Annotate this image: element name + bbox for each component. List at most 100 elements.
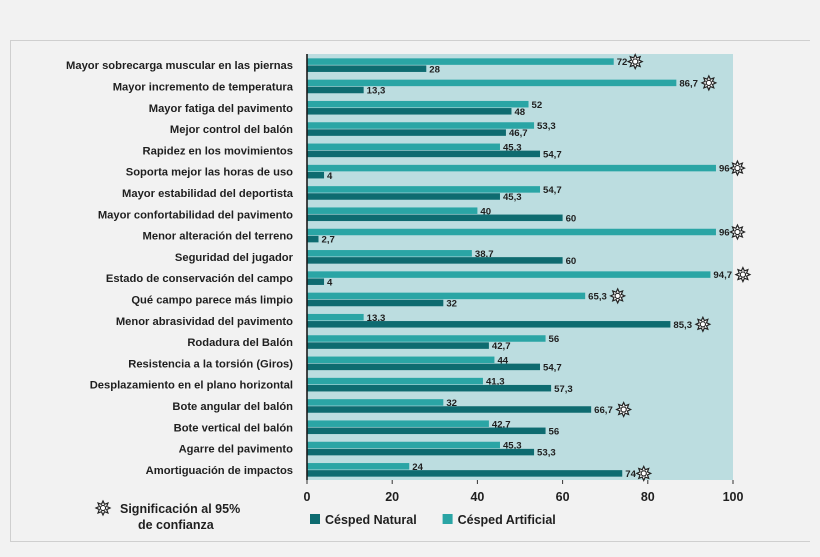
bar-artificial — [307, 100, 529, 108]
data-label-natural: 45,3 — [503, 192, 522, 203]
data-label-natural: 48 — [514, 107, 525, 118]
frame-bottom-line — [10, 541, 810, 542]
significance-star-icon-center — [620, 406, 627, 413]
bar-artificial — [307, 186, 541, 193]
data-label-artificial: 65,3 — [588, 292, 607, 303]
data-label-natural: 60 — [566, 256, 577, 267]
data-label-artificial: 86,7 — [679, 79, 698, 90]
data-label-artificial: 56 — [549, 334, 560, 345]
bar-artificial — [307, 250, 472, 257]
bar-natural — [307, 129, 506, 136]
category-label: Desplazamiento en el plano horizontal — [90, 380, 293, 392]
legend-swatch — [310, 514, 320, 524]
significance-star-icon-center — [739, 271, 747, 278]
category-label: Rapidez en los movimientos — [143, 145, 293, 157]
data-label-artificial: 42,7 — [492, 419, 511, 430]
x-tick-label: 60 — [556, 490, 570, 504]
legend-label: Césped Natural — [325, 513, 417, 527]
data-label-artificial: 13,3 — [367, 313, 386, 324]
bar-artificial — [307, 441, 500, 449]
category-label: Menor alteración del terreno — [143, 231, 294, 243]
bar-natural — [307, 299, 444, 307]
data-label-artificial: 53,3 — [537, 121, 556, 132]
significance-star-icon-center — [734, 164, 741, 172]
bar-artificial — [307, 463, 410, 470]
x-tick-label: 80 — [641, 490, 655, 504]
category-label: Rodadura del Balón — [187, 337, 293, 349]
bar-artificial — [307, 292, 586, 300]
data-label-natural: 66,7 — [594, 405, 613, 416]
bar-natural — [307, 171, 325, 179]
bar-natural — [307, 86, 364, 94]
significance-note-line1: Significación al 95% — [120, 502, 240, 516]
data-label-artificial: 32 — [446, 398, 457, 409]
data-label-natural: 74 — [625, 469, 636, 480]
data-label-natural: 85,3 — [673, 320, 692, 331]
bar-natural — [307, 448, 535, 456]
data-label-artificial: 52 — [532, 100, 543, 111]
category-label: Mayor estabilidad del deportista — [122, 188, 294, 200]
bar-natural — [307, 342, 489, 349]
data-label-artificial: 96 — [719, 164, 730, 175]
data-label-natural: 57,3 — [554, 384, 573, 395]
x-tick-label: 100 — [723, 490, 744, 504]
bar-artificial — [307, 399, 444, 406]
significance-star-icon-center — [632, 58, 639, 65]
category-label: Menor abrasividad del pavimento — [116, 316, 293, 328]
x-tick-label: 40 — [470, 490, 484, 504]
category-label: Mayor sobrecarga muscular en las piernas — [66, 60, 293, 72]
bar-natural — [307, 321, 671, 328]
data-label-artificial: 96 — [719, 228, 730, 239]
bar-natural — [307, 193, 500, 200]
data-label-natural: 42,7 — [492, 341, 511, 352]
bar-artificial — [307, 79, 677, 87]
category-label: Agarre del pavimento — [179, 444, 294, 456]
data-label-artificial: 45,3 — [503, 441, 522, 452]
data-label-artificial: 40 — [480, 206, 491, 217]
bar-natural — [307, 278, 325, 285]
data-label-artificial: 54,7 — [543, 185, 562, 196]
data-label-natural: 54,7 — [543, 150, 562, 161]
bar-natural — [307, 406, 592, 413]
bar-natural — [307, 384, 552, 392]
data-label-natural: 13,3 — [367, 86, 386, 97]
data-label-natural: 54,7 — [543, 363, 562, 374]
bar-natural — [307, 470, 623, 477]
category-label: Bote vertical del balón — [174, 422, 294, 434]
bar-artificial — [307, 377, 483, 385]
legend-label: Césped Artificial — [458, 513, 556, 527]
bar-natural — [307, 427, 546, 435]
category-label: Mayor fatiga del pavimento — [149, 103, 293, 115]
data-label-artificial: 45,3 — [503, 142, 522, 153]
bar-artificial — [307, 122, 535, 129]
category-label: Soporta mejor las horas de uso — [126, 167, 293, 179]
bar-natural — [307, 150, 541, 158]
data-label-natural: 4 — [327, 277, 333, 288]
bar-artificial — [307, 420, 489, 427]
bar-artificial — [307, 207, 478, 214]
category-label: Qué campo parece más limpio — [131, 294, 293, 306]
bar-artificial — [307, 58, 614, 65]
significance-star-icon-center — [614, 292, 621, 300]
data-label-natural: 53,3 — [537, 448, 556, 459]
bar-natural — [307, 235, 319, 243]
significance-star-icon-center — [640, 470, 647, 477]
category-label: Resistencia a la torsión (Giros) — [128, 358, 293, 370]
data-label-natural: 2,7 — [322, 235, 335, 246]
bar-artificial — [307, 143, 500, 151]
bar-natural — [307, 257, 563, 264]
bar-artificial — [307, 313, 364, 321]
frame-left-line — [10, 40, 11, 542]
data-label-artificial: 72 — [617, 57, 628, 68]
category-label: Mayor incremento de temperatura — [113, 81, 294, 93]
data-label-natural: 56 — [549, 426, 560, 437]
category-label: Bote angular del balón — [172, 401, 293, 413]
category-label: Amortiguación de impactos — [146, 465, 293, 477]
data-label-natural: 32 — [446, 299, 457, 310]
bar-artificial — [307, 164, 716, 172]
data-label-artificial: 94,7 — [713, 270, 732, 281]
x-tick-label: 20 — [385, 490, 399, 504]
bar-natural — [307, 214, 563, 222]
bar-artificial — [307, 271, 711, 278]
